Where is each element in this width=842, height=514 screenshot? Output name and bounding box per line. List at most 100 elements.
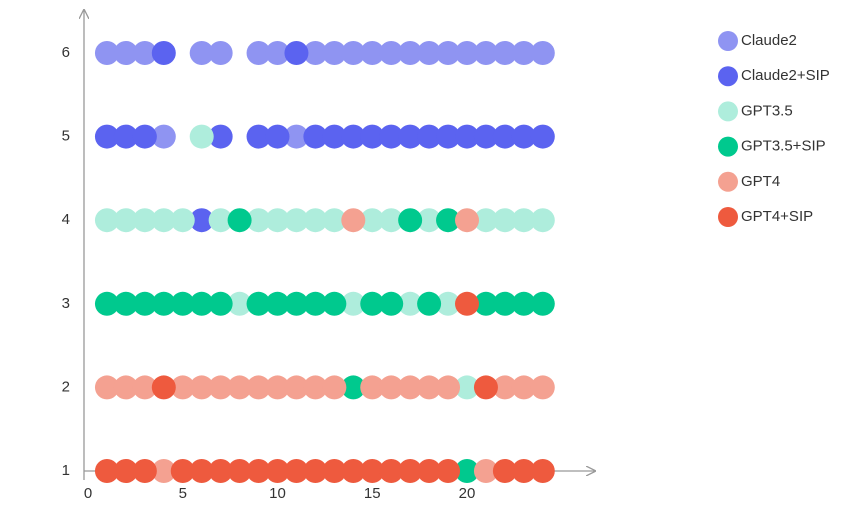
legend-label: Claude2+SIP bbox=[741, 67, 830, 84]
point bbox=[303, 459, 328, 483]
point bbox=[265, 208, 290, 233]
point bbox=[246, 375, 271, 400]
point bbox=[132, 459, 157, 483]
point bbox=[455, 291, 479, 316]
point bbox=[265, 375, 290, 400]
point bbox=[151, 291, 176, 316]
point bbox=[436, 459, 461, 483]
point bbox=[360, 375, 385, 400]
point bbox=[417, 375, 442, 400]
x-tick-label: 15 bbox=[364, 485, 381, 502]
point bbox=[284, 41, 309, 65]
x-tick-label: 5 bbox=[179, 485, 187, 502]
point bbox=[417, 208, 442, 233]
point bbox=[398, 124, 423, 149]
point bbox=[94, 291, 119, 316]
point bbox=[208, 124, 233, 149]
point bbox=[227, 459, 252, 483]
point bbox=[265, 124, 290, 149]
x-tick-label: 0 bbox=[84, 485, 92, 502]
point bbox=[473, 291, 498, 316]
point bbox=[473, 41, 498, 65]
x-tick-label: 20 bbox=[459, 485, 476, 502]
legend-label: GPT4 bbox=[741, 173, 780, 190]
point bbox=[455, 375, 479, 400]
point bbox=[322, 375, 347, 400]
point bbox=[341, 41, 366, 65]
point bbox=[530, 375, 555, 400]
point bbox=[379, 208, 404, 233]
point bbox=[113, 208, 138, 233]
point bbox=[246, 124, 271, 149]
point bbox=[436, 291, 461, 316]
legend-marker bbox=[718, 171, 738, 192]
point bbox=[151, 124, 176, 149]
point bbox=[94, 41, 119, 65]
point bbox=[322, 291, 347, 316]
point bbox=[132, 41, 157, 65]
point bbox=[436, 124, 461, 149]
point bbox=[473, 124, 498, 149]
point bbox=[398, 375, 423, 400]
point bbox=[379, 41, 404, 65]
point bbox=[455, 124, 479, 149]
legend-marker bbox=[718, 136, 738, 157]
point bbox=[473, 459, 498, 483]
point bbox=[189, 208, 214, 233]
point bbox=[189, 459, 214, 483]
point bbox=[189, 291, 214, 316]
point bbox=[511, 208, 536, 233]
point bbox=[360, 459, 385, 483]
point bbox=[492, 291, 517, 316]
point bbox=[360, 291, 385, 316]
point bbox=[379, 375, 404, 400]
point bbox=[303, 41, 328, 65]
point bbox=[208, 208, 233, 233]
point bbox=[151, 41, 176, 65]
point bbox=[170, 459, 195, 483]
point bbox=[360, 208, 385, 233]
point bbox=[113, 124, 138, 149]
point bbox=[208, 291, 233, 316]
point bbox=[322, 459, 347, 483]
point bbox=[492, 459, 517, 483]
point bbox=[511, 124, 536, 149]
point bbox=[151, 459, 176, 483]
point bbox=[511, 459, 536, 483]
point bbox=[455, 41, 479, 65]
point bbox=[341, 208, 366, 233]
point bbox=[208, 375, 233, 400]
point bbox=[417, 291, 442, 316]
point bbox=[265, 41, 290, 65]
point bbox=[492, 41, 517, 65]
point bbox=[284, 459, 309, 483]
point bbox=[246, 41, 271, 65]
legend-label: GPT3.5 bbox=[741, 102, 793, 119]
point bbox=[530, 41, 555, 65]
point bbox=[113, 41, 138, 65]
point bbox=[341, 459, 366, 483]
point bbox=[284, 208, 309, 233]
point bbox=[436, 375, 461, 400]
point bbox=[284, 124, 309, 149]
point bbox=[398, 459, 423, 483]
x-tick-label: 10 bbox=[269, 485, 286, 502]
point bbox=[113, 291, 138, 316]
point bbox=[417, 124, 442, 149]
point bbox=[265, 291, 290, 316]
point bbox=[341, 124, 366, 149]
legend-marker bbox=[718, 207, 738, 227]
point bbox=[417, 41, 442, 65]
point bbox=[511, 291, 536, 316]
y-tick-label: 4 bbox=[62, 211, 70, 228]
point bbox=[455, 208, 479, 233]
point bbox=[492, 124, 517, 149]
point bbox=[227, 208, 252, 233]
point bbox=[530, 208, 555, 233]
y-tick-label: 2 bbox=[62, 378, 70, 395]
point bbox=[511, 41, 536, 65]
point bbox=[265, 459, 290, 483]
point bbox=[417, 459, 442, 483]
point bbox=[530, 124, 555, 149]
